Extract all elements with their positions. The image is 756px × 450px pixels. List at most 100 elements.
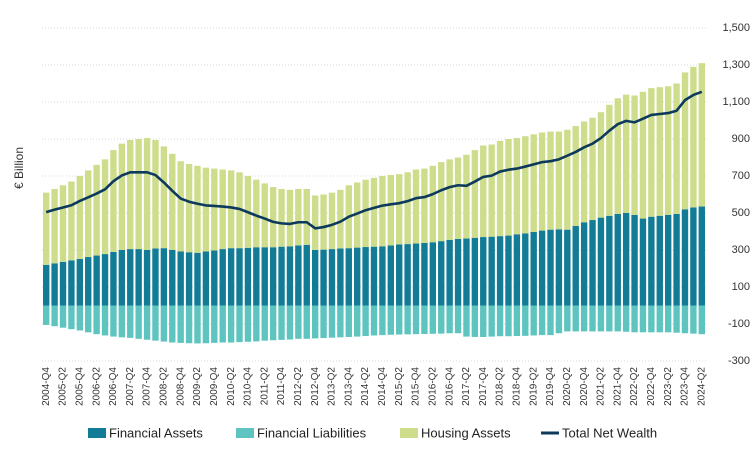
- bar: [253, 179, 260, 248]
- bar: [118, 143, 126, 250]
- bar: [93, 305, 100, 335]
- bar: [152, 139, 159, 249]
- bar: [555, 305, 563, 334]
- x-tick-label: 2020-Q4: [579, 367, 590, 406]
- bar: [454, 157, 462, 239]
- bar: [505, 139, 512, 236]
- legend-label: Financial Liabilities: [257, 425, 367, 440]
- bar: [639, 218, 647, 306]
- bar: [681, 305, 689, 334]
- bar: [110, 305, 117, 337]
- bar: [564, 305, 571, 332]
- x-tick-label: 2023-Q2: [663, 367, 674, 406]
- x-tick-label: 2021-Q4: [612, 367, 623, 406]
- x-tick-label: 2022-Q4: [646, 367, 657, 406]
- bar: [185, 305, 193, 344]
- x-tick-label: 2015-Q4: [411, 367, 422, 406]
- bar: [648, 88, 655, 217]
- bar: [580, 222, 588, 306]
- x-tick-label: 2012-Q2: [293, 367, 304, 406]
- bar: [286, 246, 294, 306]
- y-tick-label: 900: [732, 133, 750, 145]
- bar: [278, 305, 285, 340]
- bar: [471, 305, 479, 337]
- bar: [606, 215, 613, 306]
- bar: [530, 134, 537, 232]
- bar: [110, 251, 117, 306]
- bar: [471, 237, 479, 306]
- bar: [379, 176, 386, 247]
- bar: [639, 91, 647, 219]
- bar: [320, 305, 327, 339]
- bar: [68, 305, 75, 330]
- x-tick-label: 2018-Q4: [512, 367, 523, 406]
- x-tick-label: 2020-Q2: [562, 367, 573, 406]
- bar: [177, 161, 184, 252]
- bar: [295, 245, 302, 306]
- bar: [160, 146, 168, 249]
- bar: [269, 187, 277, 248]
- bar: [244, 305, 252, 342]
- bar: [488, 144, 495, 237]
- bar: [202, 305, 210, 344]
- bar: [269, 305, 277, 341]
- x-tick-label: 2017-Q2: [461, 367, 472, 406]
- bar: [446, 305, 453, 334]
- bar: [505, 305, 512, 337]
- bar: [362, 305, 369, 337]
- bar: [169, 305, 176, 343]
- x-tick-label: 2019-Q4: [545, 367, 556, 406]
- bar: [698, 63, 705, 207]
- bar: [454, 305, 462, 334]
- x-tick-label: 2007-Q4: [142, 367, 153, 406]
- bar: [85, 257, 92, 306]
- bar: [68, 260, 75, 306]
- bar: [143, 138, 151, 250]
- bar: [404, 305, 411, 335]
- y-tick-label: -300: [728, 355, 750, 367]
- bar: [303, 188, 310, 245]
- bar: [345, 305, 352, 337]
- bar: [488, 305, 495, 337]
- x-tick-label: 2023-Q4: [680, 367, 691, 406]
- x-tick-label: 2009-Q2: [192, 367, 203, 406]
- bar: [664, 305, 672, 333]
- bar: [51, 305, 58, 327]
- bar: [194, 252, 201, 306]
- bar: [353, 305, 361, 337]
- x-tick-label: 2011-Q4: [276, 367, 287, 406]
- bar: [530, 231, 537, 306]
- bar: [597, 112, 605, 218]
- x-tick-label: 2016-Q4: [444, 367, 455, 406]
- bar: [337, 305, 344, 338]
- x-tick-label: 2005-Q2: [58, 367, 69, 406]
- bar: [429, 305, 437, 334]
- bar: [101, 159, 109, 255]
- bar: [135, 249, 142, 306]
- bar: [143, 305, 151, 340]
- bar: [219, 305, 226, 343]
- bar: [227, 248, 235, 306]
- bar: [286, 305, 294, 340]
- bar: [412, 243, 420, 306]
- bar: [589, 117, 596, 221]
- bar: [673, 83, 680, 214]
- bar: [580, 121, 588, 223]
- bar: [387, 175, 395, 246]
- bar: [135, 139, 142, 250]
- bar: [513, 234, 521, 306]
- bar: [564, 229, 571, 306]
- x-tick-label: 2006-Q4: [108, 367, 119, 406]
- bar: [185, 252, 193, 306]
- bar: [177, 251, 184, 306]
- bar: [211, 250, 218, 306]
- bar: [303, 244, 310, 306]
- bar: [219, 249, 226, 306]
- bar: [522, 136, 529, 234]
- bar: [135, 305, 142, 339]
- bar: [59, 305, 67, 328]
- bar: [337, 189, 344, 249]
- bar: [211, 168, 218, 251]
- legend-label: Total Net Wealth: [562, 425, 657, 440]
- y-tick-label: 100: [732, 281, 750, 293]
